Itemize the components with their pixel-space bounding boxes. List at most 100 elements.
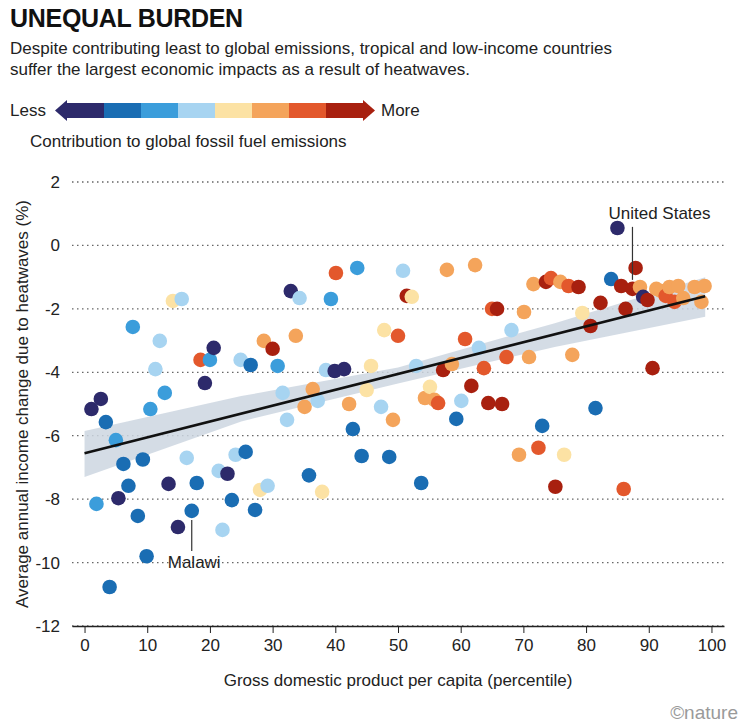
- point: [346, 422, 361, 437]
- point: [289, 329, 304, 344]
- annotation-leader: [632, 227, 633, 280]
- y-tick: -10: [35, 554, 72, 573]
- point: [535, 419, 550, 434]
- point: [215, 523, 230, 538]
- chart-svg: Less More Contribution to global fossil fu…: [0, 0, 752, 727]
- point: [440, 263, 455, 278]
- x-tick-label: 0: [80, 636, 89, 655]
- point: [404, 290, 419, 305]
- point: [243, 358, 258, 373]
- y-tick: 2: [51, 173, 72, 192]
- point: [297, 400, 312, 415]
- point: [220, 466, 235, 481]
- x-tick: 0: [80, 626, 89, 655]
- point: [143, 402, 158, 417]
- point: [270, 359, 285, 374]
- credit: ©nature: [670, 702, 738, 723]
- point: [102, 580, 117, 595]
- colorbar-title: Contribution to global fossil fuel emiss…: [30, 132, 347, 151]
- annotation-label: United States: [608, 204, 710, 223]
- point: [148, 362, 163, 377]
- point: [628, 261, 643, 276]
- colorbar-swatch: [289, 103, 327, 118]
- y-tick-label: -6: [45, 427, 60, 446]
- point: [382, 450, 397, 465]
- colorbar-swatch: [67, 103, 105, 118]
- x-tick: 80: [577, 626, 596, 655]
- point: [206, 341, 221, 356]
- y-tick-label: -4: [45, 363, 60, 382]
- colorbar-swatch: [104, 103, 142, 118]
- y-tick: -4: [45, 363, 72, 382]
- point: [391, 329, 406, 344]
- point: [131, 509, 146, 524]
- point: [89, 497, 104, 512]
- y-axis-line: [72, 183, 73, 627]
- point: [557, 447, 572, 462]
- point: [121, 479, 136, 494]
- y-tick-label: 0: [51, 236, 60, 255]
- x-tick-label: 70: [514, 636, 533, 655]
- point: [260, 479, 275, 494]
- x-tick: 10: [138, 626, 157, 655]
- point: [174, 292, 189, 307]
- point: [324, 292, 339, 307]
- y-tick: -8: [45, 490, 72, 509]
- y-tick-label: -12: [35, 617, 60, 636]
- plot-area: [84, 221, 712, 595]
- trend-band: [85, 277, 706, 477]
- point: [565, 348, 580, 363]
- point: [139, 549, 154, 564]
- x-tick-label: 100: [698, 636, 726, 655]
- trend-line: [85, 296, 706, 453]
- point: [225, 493, 240, 508]
- point: [588, 401, 603, 416]
- x-tick-label: 10: [138, 636, 157, 655]
- y-tick-label: -2: [45, 300, 60, 319]
- point: [531, 440, 546, 455]
- point: [342, 397, 357, 412]
- point: [179, 451, 194, 466]
- point: [697, 279, 712, 294]
- point: [292, 291, 307, 306]
- grid-line: [72, 245, 724, 246]
- x-axis-title: Gross domestic product per capita (perce…: [224, 671, 573, 690]
- x-tick: 60: [452, 626, 471, 655]
- point: [265, 342, 280, 357]
- point: [94, 392, 109, 407]
- point: [490, 302, 505, 317]
- x-tick-mark: [398, 626, 399, 633]
- point: [481, 396, 496, 411]
- x-tick-label: 20: [201, 636, 220, 655]
- x-tick-mark: [649, 626, 650, 633]
- y-tick: -6: [45, 427, 72, 446]
- point: [386, 413, 401, 428]
- point: [575, 306, 590, 321]
- y-tick-label: -10: [35, 554, 60, 573]
- y-tick: -12: [35, 617, 72, 636]
- point: [280, 413, 295, 428]
- point: [464, 379, 479, 394]
- point: [184, 504, 199, 519]
- x-tick-label: 50: [389, 636, 408, 655]
- point: [116, 457, 131, 472]
- x-tick: 70: [514, 626, 533, 655]
- point: [315, 485, 330, 500]
- point: [645, 361, 660, 376]
- point: [248, 503, 263, 518]
- x-tick-label: 90: [640, 636, 659, 655]
- point: [350, 261, 365, 276]
- annotation-label: Malawi: [168, 553, 221, 572]
- x-tick: 50: [389, 626, 408, 655]
- point: [526, 277, 541, 292]
- colorbar-high-label: More: [381, 101, 420, 120]
- point: [354, 449, 369, 464]
- point: [111, 491, 126, 506]
- colorbar-swatch: [326, 103, 364, 118]
- point: [99, 415, 114, 430]
- x-tick: 30: [264, 626, 283, 655]
- colorbar-low-label: Less: [10, 101, 46, 120]
- x-tick-mark: [461, 626, 462, 633]
- y-tick-label: 2: [51, 173, 60, 192]
- y-axis-title: Average annual income change due to heat…: [13, 200, 32, 608]
